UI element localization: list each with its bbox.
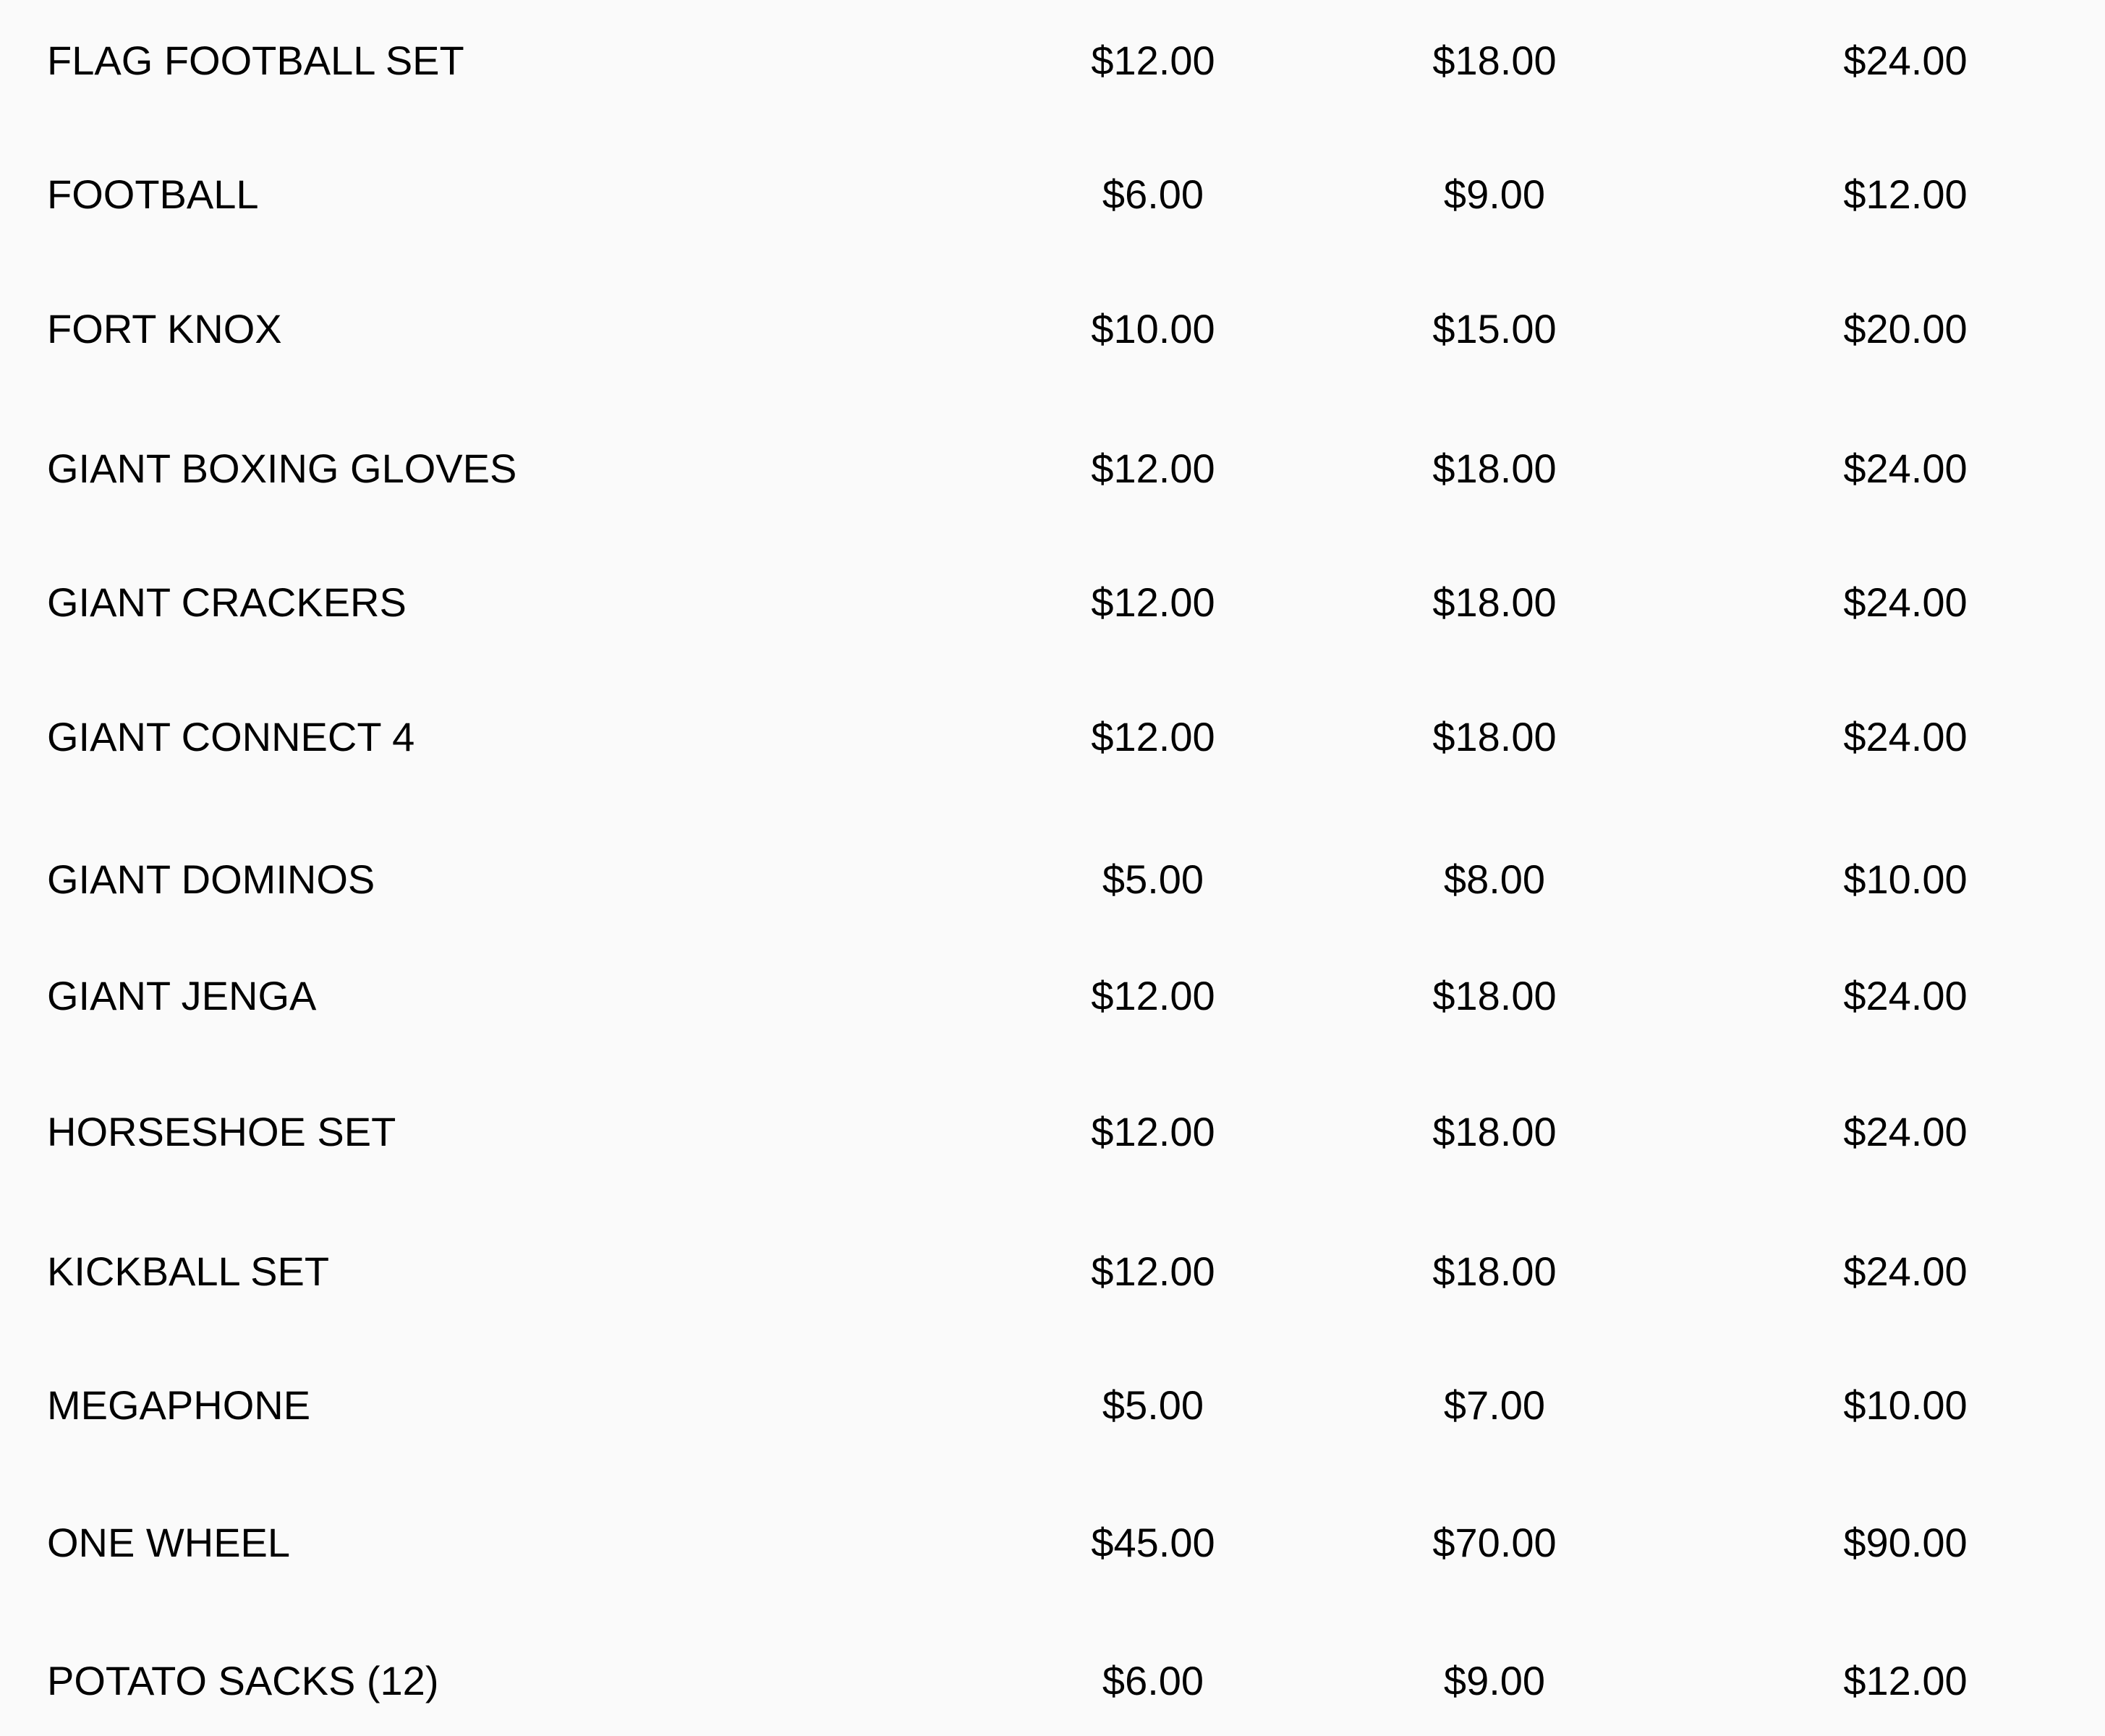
- item-price-1: $6.00: [1102, 1658, 1204, 1703]
- item-name: HORSESHOE SET: [47, 1109, 396, 1154]
- item-name: FLAG FOOTBALL SET: [47, 38, 464, 83]
- item-price-1: $5.00: [1102, 1382, 1204, 1428]
- item-price-1: $12.00: [1091, 446, 1215, 491]
- item-price-2: $18.00: [1432, 38, 1557, 83]
- item-name: MEGAPHONE: [47, 1382, 311, 1428]
- item-price-3: $12.00: [1843, 171, 1968, 217]
- item-name: ONE WHEEL: [47, 1520, 291, 1565]
- item-price-2: $18.00: [1432, 973, 1557, 1018]
- item-price-3: $10.00: [1843, 856, 1968, 902]
- price-row: GIANT CONNECT 4 $12.00 $18.00 $24.00: [0, 708, 2105, 766]
- item-price-1: $5.00: [1102, 856, 1204, 902]
- item-price-1: $6.00: [1102, 171, 1204, 217]
- item-price-2: $9.00: [1443, 171, 1546, 217]
- item-price-3: $24.00: [1843, 1109, 1968, 1154]
- price-row: FORT KNOX $10.00 $15.00 $20.00: [0, 300, 2105, 358]
- item-price-3: $10.00: [1843, 1382, 1968, 1428]
- price-row: POTATO SACKS (12) $6.00 $9.00 $12.00: [0, 1652, 2105, 1710]
- item-name: GIANT DOMINOS: [47, 856, 375, 902]
- item-price-3: $24.00: [1843, 714, 1968, 760]
- item-price-1: $10.00: [1091, 306, 1215, 352]
- item-price-2: $70.00: [1432, 1520, 1557, 1565]
- item-price-1: $12.00: [1091, 973, 1215, 1018]
- price-row: ONE WHEEL $45.00 $70.00 $90.00: [0, 1514, 2105, 1572]
- item-price-1: $12.00: [1091, 579, 1215, 625]
- item-price-1: $12.00: [1091, 38, 1215, 83]
- item-price-2: $8.00: [1443, 856, 1546, 902]
- item-price-3: $12.00: [1843, 1658, 1968, 1703]
- price-row: FLAG FOOTBALL SET $12.00 $18.00 $24.00: [0, 32, 2105, 90]
- item-price-2: $18.00: [1432, 1248, 1557, 1294]
- item-price-3: $20.00: [1843, 306, 1968, 352]
- price-row: MEGAPHONE $5.00 $7.00 $10.00: [0, 1377, 2105, 1434]
- item-price-1: $12.00: [1091, 1248, 1215, 1294]
- item-name: GIANT CRACKERS: [47, 579, 407, 625]
- price-row: GIANT DOMINOS $5.00 $8.00 $10.00: [0, 851, 2105, 909]
- price-row: GIANT CRACKERS $12.00 $18.00 $24.00: [0, 574, 2105, 631]
- item-name: KICKBALL SET: [47, 1248, 330, 1294]
- item-price-3: $24.00: [1843, 973, 1968, 1018]
- item-price-3: $90.00: [1843, 1520, 1968, 1565]
- item-price-2: $9.00: [1443, 1658, 1546, 1703]
- item-name: FOOTBALL: [47, 171, 259, 217]
- item-price-2: $7.00: [1443, 1382, 1546, 1428]
- item-name: GIANT BOXING GLOVES: [47, 446, 517, 491]
- item-price-3: $24.00: [1843, 579, 1968, 625]
- item-name: FORT KNOX: [47, 306, 282, 352]
- price-row: KICKBALL SET $12.00 $18.00 $24.00: [0, 1243, 2105, 1301]
- item-price-1: $12.00: [1091, 1109, 1215, 1154]
- item-price-3: $24.00: [1843, 446, 1968, 491]
- item-price-2: $18.00: [1432, 714, 1557, 760]
- item-price-3: $24.00: [1843, 38, 1968, 83]
- item-name: GIANT CONNECT 4: [47, 714, 415, 760]
- item-name: GIANT JENGA: [47, 973, 317, 1018]
- item-price-2: $15.00: [1432, 306, 1557, 352]
- price-row: FOOTBALL $6.00 $9.00 $12.00: [0, 166, 2105, 224]
- item-price-1: $45.00: [1091, 1520, 1215, 1565]
- item-price-2: $18.00: [1432, 446, 1557, 491]
- item-price-1: $12.00: [1091, 714, 1215, 760]
- price-row: GIANT JENGA $12.00 $18.00 $24.00: [0, 967, 2105, 1025]
- item-price-2: $18.00: [1432, 1109, 1557, 1154]
- item-name: POTATO SACKS (12): [47, 1658, 439, 1703]
- item-price-2: $18.00: [1432, 579, 1557, 625]
- price-row: HORSESHOE SET $12.00 $18.00 $24.00: [0, 1103, 2105, 1161]
- item-price-3: $24.00: [1843, 1248, 1968, 1294]
- price-row: GIANT BOXING GLOVES $12.00 $18.00 $24.00: [0, 440, 2105, 498]
